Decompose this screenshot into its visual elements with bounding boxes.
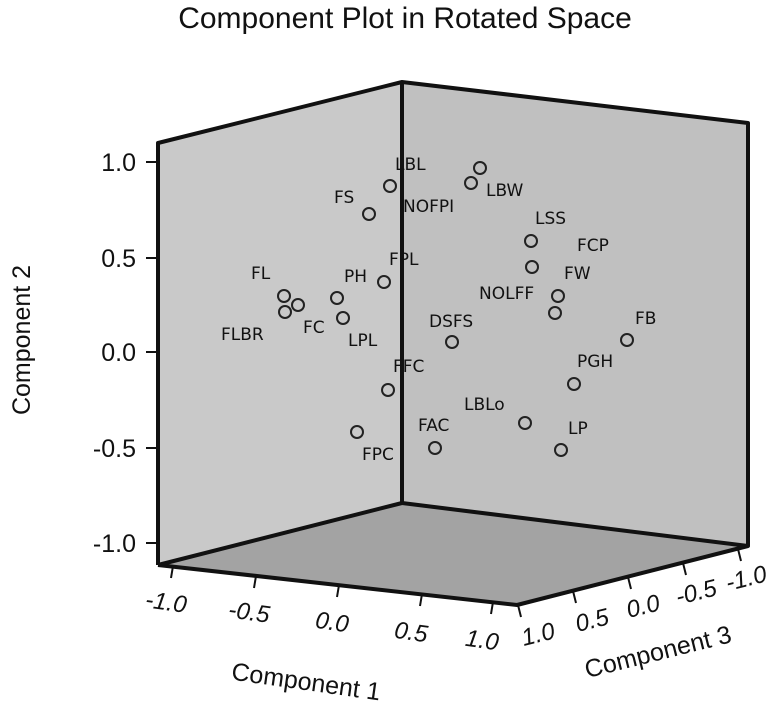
scatter-point	[330, 291, 344, 305]
point-label: FPL	[389, 250, 419, 270]
y-tick-labels: 1.0 0.5 0.0 -0.5 -1.0	[93, 149, 136, 558]
point-label: FW	[564, 264, 591, 284]
left-wall	[158, 82, 402, 565]
scatter-point	[524, 234, 538, 248]
z-tick-label: 0.0	[624, 589, 664, 623]
scatter-point	[336, 311, 350, 325]
scatter-point	[383, 179, 397, 193]
x-tick-label: -0.5	[227, 596, 272, 629]
scatter-point	[518, 416, 532, 430]
z-tick-label: -0.5	[673, 574, 720, 610]
x-tick-labels: -1.0 -0.5 0.0 0.5 1.0	[144, 586, 501, 656]
scatter-point	[567, 377, 581, 391]
point-label: DSFS	[429, 312, 473, 332]
scatter-point	[620, 333, 634, 347]
x-axis-title: Component 1	[230, 658, 383, 707]
x-tick-label: 1.0	[464, 625, 501, 656]
z-tick-label: -1.0	[723, 560, 770, 596]
scatter-point	[278, 305, 292, 319]
point-label: NOFPI	[403, 197, 454, 217]
point-label: LP	[568, 419, 588, 439]
scatter-point	[428, 441, 442, 455]
point-label: LBW	[486, 181, 524, 201]
y-tick-label: -1.0	[93, 530, 136, 558]
scatter-point	[445, 335, 459, 349]
x-tick-label: -1.0	[144, 586, 189, 619]
scatter-point	[362, 207, 376, 221]
point-label: FB	[635, 309, 656, 329]
points-layer: LBL LBW FS NOFPI LSS FCP FPL PH FL FW NOLFF FC FLBR L…	[221, 155, 656, 465]
point-label: NOLFF	[479, 284, 534, 304]
x-tick-label: 0.5	[393, 617, 430, 648]
box-edges	[156, 80, 750, 607]
scatter-point	[377, 275, 391, 289]
scatter-point	[350, 425, 364, 439]
scatter-point	[554, 443, 568, 457]
chart-title: Component Plot in Rotated Space	[178, 2, 632, 35]
y-axis-title: Component 2	[8, 265, 36, 415]
point-label: FAC	[418, 416, 449, 436]
back-wall	[402, 82, 748, 546]
scatter-point	[464, 176, 478, 190]
z-tick-label: 0.5	[573, 603, 613, 637]
point-label: FS	[334, 188, 354, 208]
point-label: LPL	[348, 331, 378, 351]
point-label: FCP	[577, 236, 609, 256]
y-tick-label: 0.0	[101, 339, 136, 367]
point-label: FLBR	[221, 325, 264, 345]
point-label: LBLo	[464, 395, 505, 415]
y-tick-label: -0.5	[93, 435, 136, 463]
scatter-point	[381, 383, 395, 397]
axis-tick-marks	[146, 161, 742, 618]
z-tick-label: 1.0	[519, 617, 559, 651]
point-label: FC	[303, 318, 325, 338]
scatter-point	[473, 161, 487, 175]
scatter-point	[525, 260, 539, 274]
scatter-point	[551, 289, 565, 303]
scatter-point	[291, 298, 305, 312]
point-label: PGH	[577, 352, 613, 372]
x-tick-label: 0.0	[314, 607, 351, 638]
point-label: LBL	[395, 155, 426, 175]
point-label: PH	[344, 267, 367, 287]
scatter-point	[277, 289, 291, 303]
y-tick-label: 0.5	[101, 245, 136, 273]
point-label: FFC	[393, 357, 424, 377]
scatter-point	[548, 306, 562, 320]
point-label: LSS	[535, 209, 566, 229]
point-label: FPC	[362, 445, 394, 465]
y-tick-label: 1.0	[101, 149, 136, 177]
point-label: FL	[251, 264, 271, 284]
